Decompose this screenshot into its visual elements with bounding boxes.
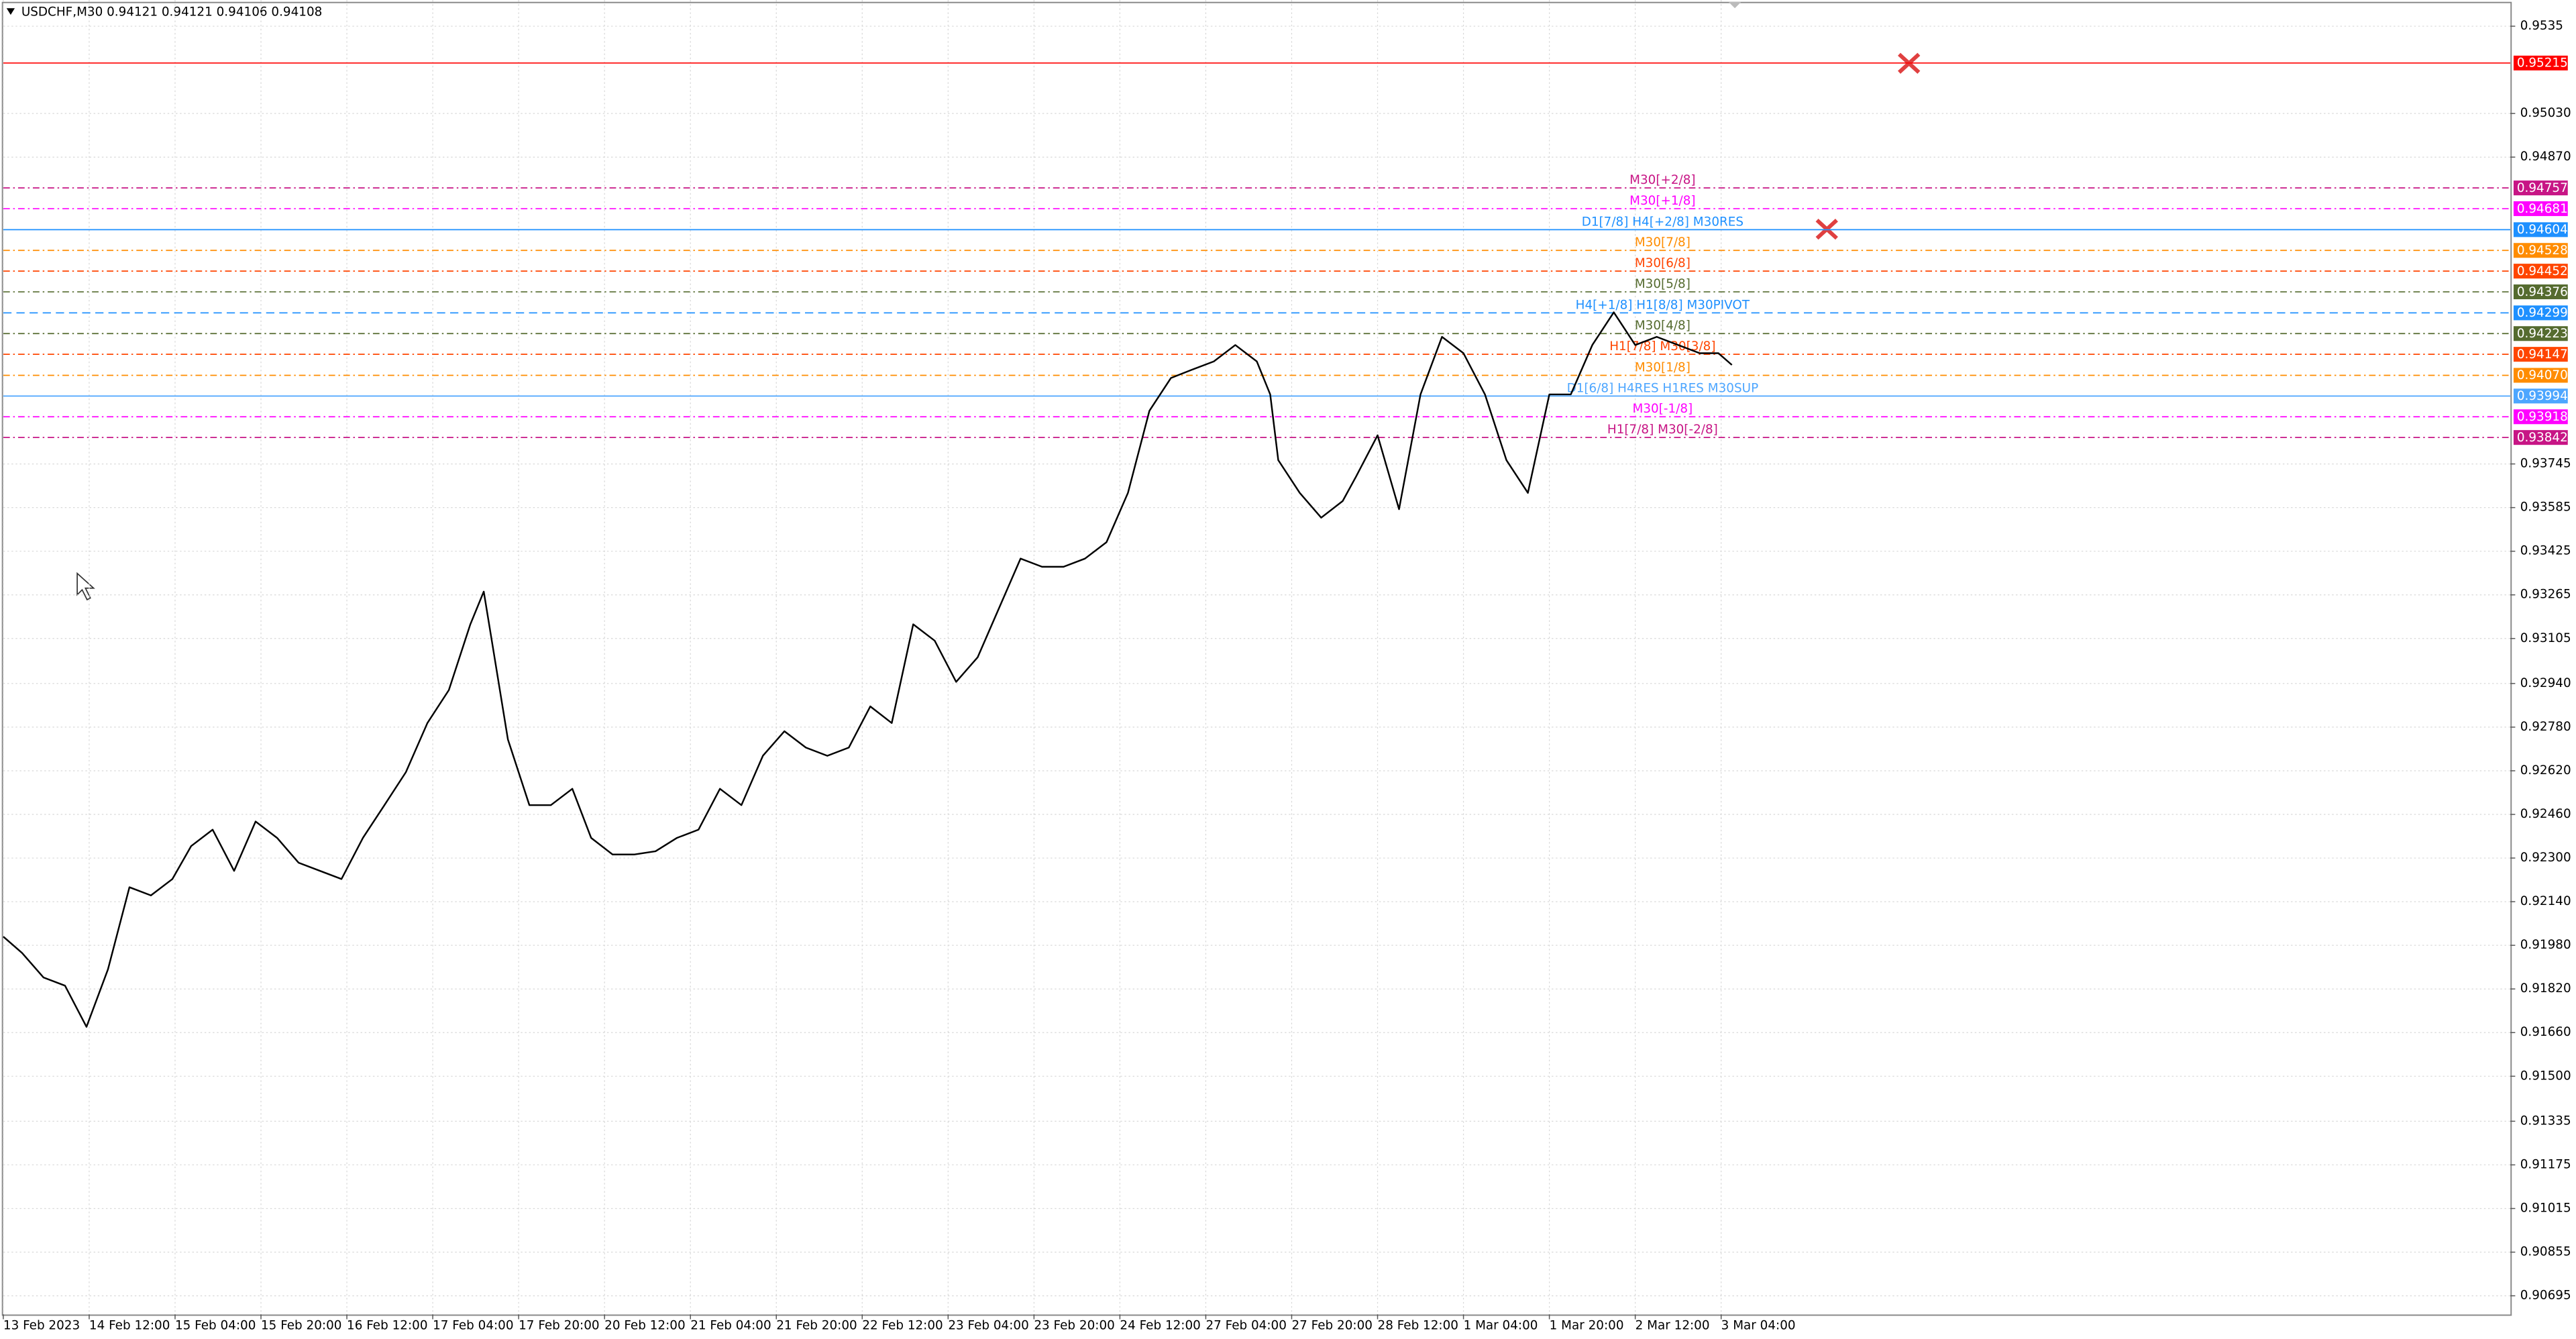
chart-title: USDCHF,M30 0.94121 0.94121 0.94106 0.941… — [21, 5, 322, 19]
x-tick-label: 17 Feb 04:00 — [433, 1318, 513, 1332]
price-box — [2513, 284, 2568, 300]
y-tick-label: 0.92460 — [2520, 807, 2571, 821]
price-box — [2513, 264, 2568, 279]
levels: 0.95215 M30[+2/8] 0.94757 M30[+1/8] 0.94681 D… — [3, 55, 2568, 445]
x-tick-label: 16 Feb 12:00 — [347, 1318, 427, 1332]
level-label: M30[7/8] — [1635, 235, 1690, 250]
y-tick-label: 0.93265 — [2520, 588, 2571, 602]
x-tick-label: 3 Mar 04:00 — [1721, 1318, 1796, 1332]
y-tick-label: 0.91500 — [2520, 1069, 2571, 1083]
level-label: M30[4/8] — [1635, 319, 1690, 333]
y-tick-label: 0.92140 — [2520, 894, 2571, 908]
price-box-label: 0.94070 — [2517, 368, 2568, 382]
y-tick-label: 0.91335 — [2520, 1114, 2571, 1128]
price-box — [2513, 305, 2568, 321]
y-tick-label: 0.91980 — [2520, 938, 2571, 952]
x-tick-label: 21 Feb 20:00 — [776, 1318, 857, 1332]
mouse-cursor — [76, 572, 95, 601]
x-tick-label: 20 Feb 12:00 — [604, 1318, 685, 1332]
price-box-label: 0.94147 — [2517, 347, 2568, 362]
level-label: D1[7/8] H4[+2/8] M30RES — [1582, 215, 1743, 229]
x-tick-label: 27 Feb 20:00 — [1291, 1318, 1372, 1332]
x-tick-label: 15 Feb 04:00 — [175, 1318, 256, 1332]
level-label: M30[+1/8] — [1629, 194, 1695, 208]
level-label: M30[-1/8] — [1633, 402, 1693, 416]
x-tick-label: 24 Feb 12:00 — [1120, 1318, 1200, 1332]
y-tick-label: 0.92620 — [2520, 763, 2571, 778]
price-box — [2513, 55, 2568, 70]
y-tick-label: 0.93105 — [2520, 631, 2571, 645]
price-box — [2513, 222, 2568, 237]
y-tick-label: 0.90695 — [2520, 1289, 2571, 1303]
price-box-label: 0.93918 — [2517, 410, 2568, 424]
x-tick-label: 27 Feb 04:00 — [1205, 1318, 1286, 1332]
x-tick-label: 23 Feb 20:00 — [1034, 1318, 1114, 1332]
level-label: M30[5/8] — [1635, 277, 1690, 291]
x-tick-label: 21 Feb 04:00 — [690, 1318, 771, 1332]
price-box-label: 0.94604 — [2517, 223, 2568, 237]
x-tick-label: 13 Feb 2023 — [3, 1318, 80, 1332]
price-box-label: 0.95215 — [2517, 56, 2568, 70]
price-box-label: 0.94376 — [2517, 285, 2568, 299]
level-label: M30[+2/8] — [1629, 173, 1695, 187]
level-label: M30[1/8] — [1635, 360, 1690, 374]
price-box — [2513, 388, 2568, 404]
price-box — [2513, 243, 2568, 258]
price-box — [2513, 326, 2568, 341]
price-box — [2513, 180, 2568, 196]
price-box-label: 0.94299 — [2517, 306, 2568, 320]
y-tick-label: 0.93745 — [2520, 457, 2571, 471]
y-tick-label: 0.92780 — [2520, 720, 2571, 734]
y-tick-label: 0.90855 — [2520, 1245, 2571, 1259]
price-box — [2513, 347, 2568, 362]
price-box-label: 0.94223 — [2517, 327, 2568, 341]
x-tick-label: 23 Feb 04:00 — [948, 1318, 1028, 1332]
price-box-label: 0.94681 — [2517, 202, 2568, 216]
x-tick-label: 22 Feb 12:00 — [862, 1318, 943, 1332]
y-tick-label: 0.95030 — [2520, 106, 2571, 120]
price-box — [2513, 368, 2568, 383]
x-tick-label: 15 Feb 20:00 — [261, 1318, 341, 1332]
y-tick-label: 0.93585 — [2520, 500, 2571, 515]
y-tick-label: 0.92300 — [2520, 851, 2571, 865]
axes: 0.9535 0.95030 0.94870 0.93745 0.93585 0.9342… — [3, 19, 2571, 1332]
level-label: H1[7/8] M30[3/8] — [1609, 339, 1715, 354]
x-tick-label: 28 Feb 12:00 — [1378, 1318, 1458, 1332]
y-tick-label: 0.92940 — [2520, 676, 2571, 690]
grid — [3, 0, 2511, 1315]
x-tick-label: 2 Mar 12:00 — [1635, 1318, 1710, 1332]
y-tick-label: 0.93425 — [2520, 544, 2571, 558]
menu-arrow[interactable] — [6, 8, 15, 15]
y-tick-label: 0.91820 — [2520, 981, 2571, 996]
price-box — [2513, 430, 2568, 445]
price-box — [2513, 201, 2568, 217]
scroll-marker — [1728, 1, 1741, 9]
x-tick-label: 1 Mar 04:00 — [1464, 1318, 1538, 1332]
x-tick-label: 14 Feb 12:00 — [89, 1318, 170, 1332]
price-box-label: 0.94452 — [2517, 264, 2568, 278]
level-label: M30[6/8] — [1635, 256, 1690, 270]
plot — [3, 311, 1733, 1028]
price-box-label: 0.93842 — [2517, 431, 2568, 445]
price-box-label: 0.94528 — [2517, 244, 2568, 258]
price-box — [2513, 409, 2568, 425]
price-box-label: 0.93994 — [2517, 389, 2568, 403]
y-tick-label: 0.91175 — [2520, 1157, 2571, 1171]
y-tick-label: 0.91660 — [2520, 1025, 2571, 1039]
y-tick-label: 0.94870 — [2520, 150, 2571, 164]
x-tick-label: 1 Mar 20:00 — [1550, 1318, 1624, 1332]
level-label: H1[7/8] M30[-2/8] — [1607, 423, 1718, 437]
level-label: D1[6/8] H4RES H1RES M30SUP — [1567, 381, 1759, 395]
plot-frame — [1, 1, 2512, 1316]
price-line — [3, 311, 1733, 1028]
y-tick-label: 0.91015 — [2520, 1201, 2571, 1215]
y-tick-label: 0.9535 — [2520, 19, 2563, 33]
price-box-label: 0.94757 — [2517, 181, 2568, 195]
level-label: H4[+1/8] H1[8/8] M30PIVOT — [1576, 298, 1750, 312]
x-tick-label: 17 Feb 20:00 — [519, 1318, 599, 1332]
